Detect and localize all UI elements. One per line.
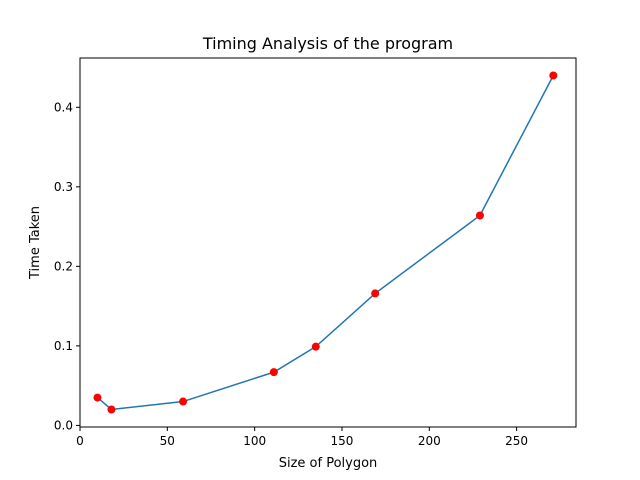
y-axis-label: Time Taken bbox=[28, 206, 43, 280]
data-point bbox=[107, 405, 116, 414]
data-point bbox=[93, 393, 102, 402]
x-tick-label: 100 bbox=[243, 434, 266, 448]
y-axis: 0.0 0.1 0.2 0.3 0.4 bbox=[54, 100, 80, 432]
y-tick-label: 0.2 bbox=[54, 259, 73, 273]
x-tick-label: 200 bbox=[418, 434, 441, 448]
x-tick-label: 50 bbox=[160, 434, 175, 448]
y-tick-label: 0.0 bbox=[54, 418, 73, 432]
x-tick-label: 0 bbox=[76, 434, 84, 448]
y-tick-label: 0.1 bbox=[54, 339, 73, 353]
x-axis-label: Size of Polygon bbox=[279, 456, 378, 471]
x-tick-label: 250 bbox=[505, 434, 528, 448]
y-tick-label: 0.3 bbox=[54, 180, 73, 194]
plot-area bbox=[79, 57, 577, 428]
data-point bbox=[269, 368, 278, 377]
x-tick-label: 150 bbox=[331, 434, 354, 448]
plot-frame bbox=[79, 57, 577, 428]
data-point bbox=[549, 71, 558, 80]
series-line bbox=[96, 75, 554, 411]
y-tick-label: 0.4 bbox=[54, 100, 73, 114]
data-point bbox=[179, 397, 188, 406]
chart-title: Timing Analysis of the program bbox=[202, 34, 453, 53]
data-point bbox=[475, 211, 484, 220]
data-point bbox=[311, 342, 320, 351]
series-layer bbox=[93, 71, 558, 414]
data-point bbox=[371, 289, 380, 298]
x-axis: 0 50 100 150 200 250 bbox=[76, 427, 528, 448]
